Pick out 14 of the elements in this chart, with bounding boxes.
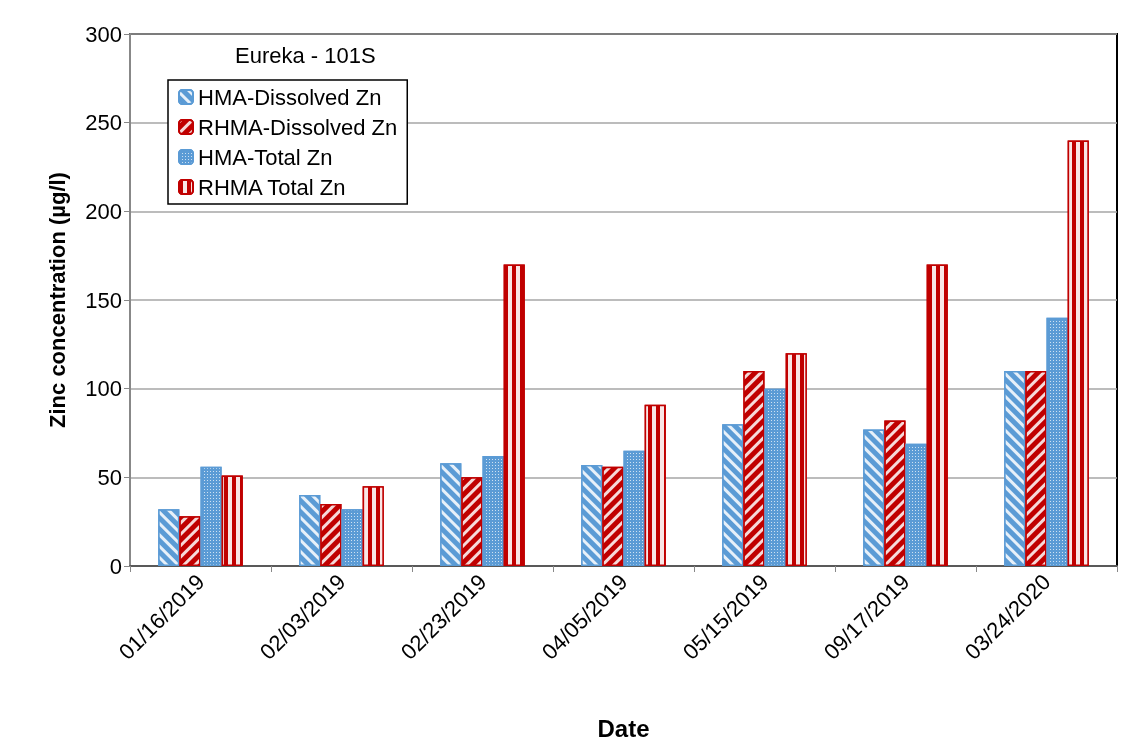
legend-label: HMA-Dissolved Zn [198,84,382,110]
y-tick-label: 0 [109,553,122,579]
y-axis-title: Zinc concentration (µg/l) [44,172,70,428]
y-tick-label: 100 [85,376,122,402]
y-tick-label: 50 [97,464,122,490]
x-axis-title: Date [597,714,650,742]
legend-title: Eureka - 101S [235,42,376,68]
legend-label: RHMA Total Zn [198,174,346,200]
y-tick-label: 200 [85,198,122,224]
legend-label: HMA-Total Zn [198,144,333,170]
y-tick-label: 300 [85,21,122,47]
y-tick-label: 250 [85,110,122,136]
y-tick-label: 150 [85,287,122,313]
legend-label: RHMA-Dissolved Zn [198,114,398,140]
